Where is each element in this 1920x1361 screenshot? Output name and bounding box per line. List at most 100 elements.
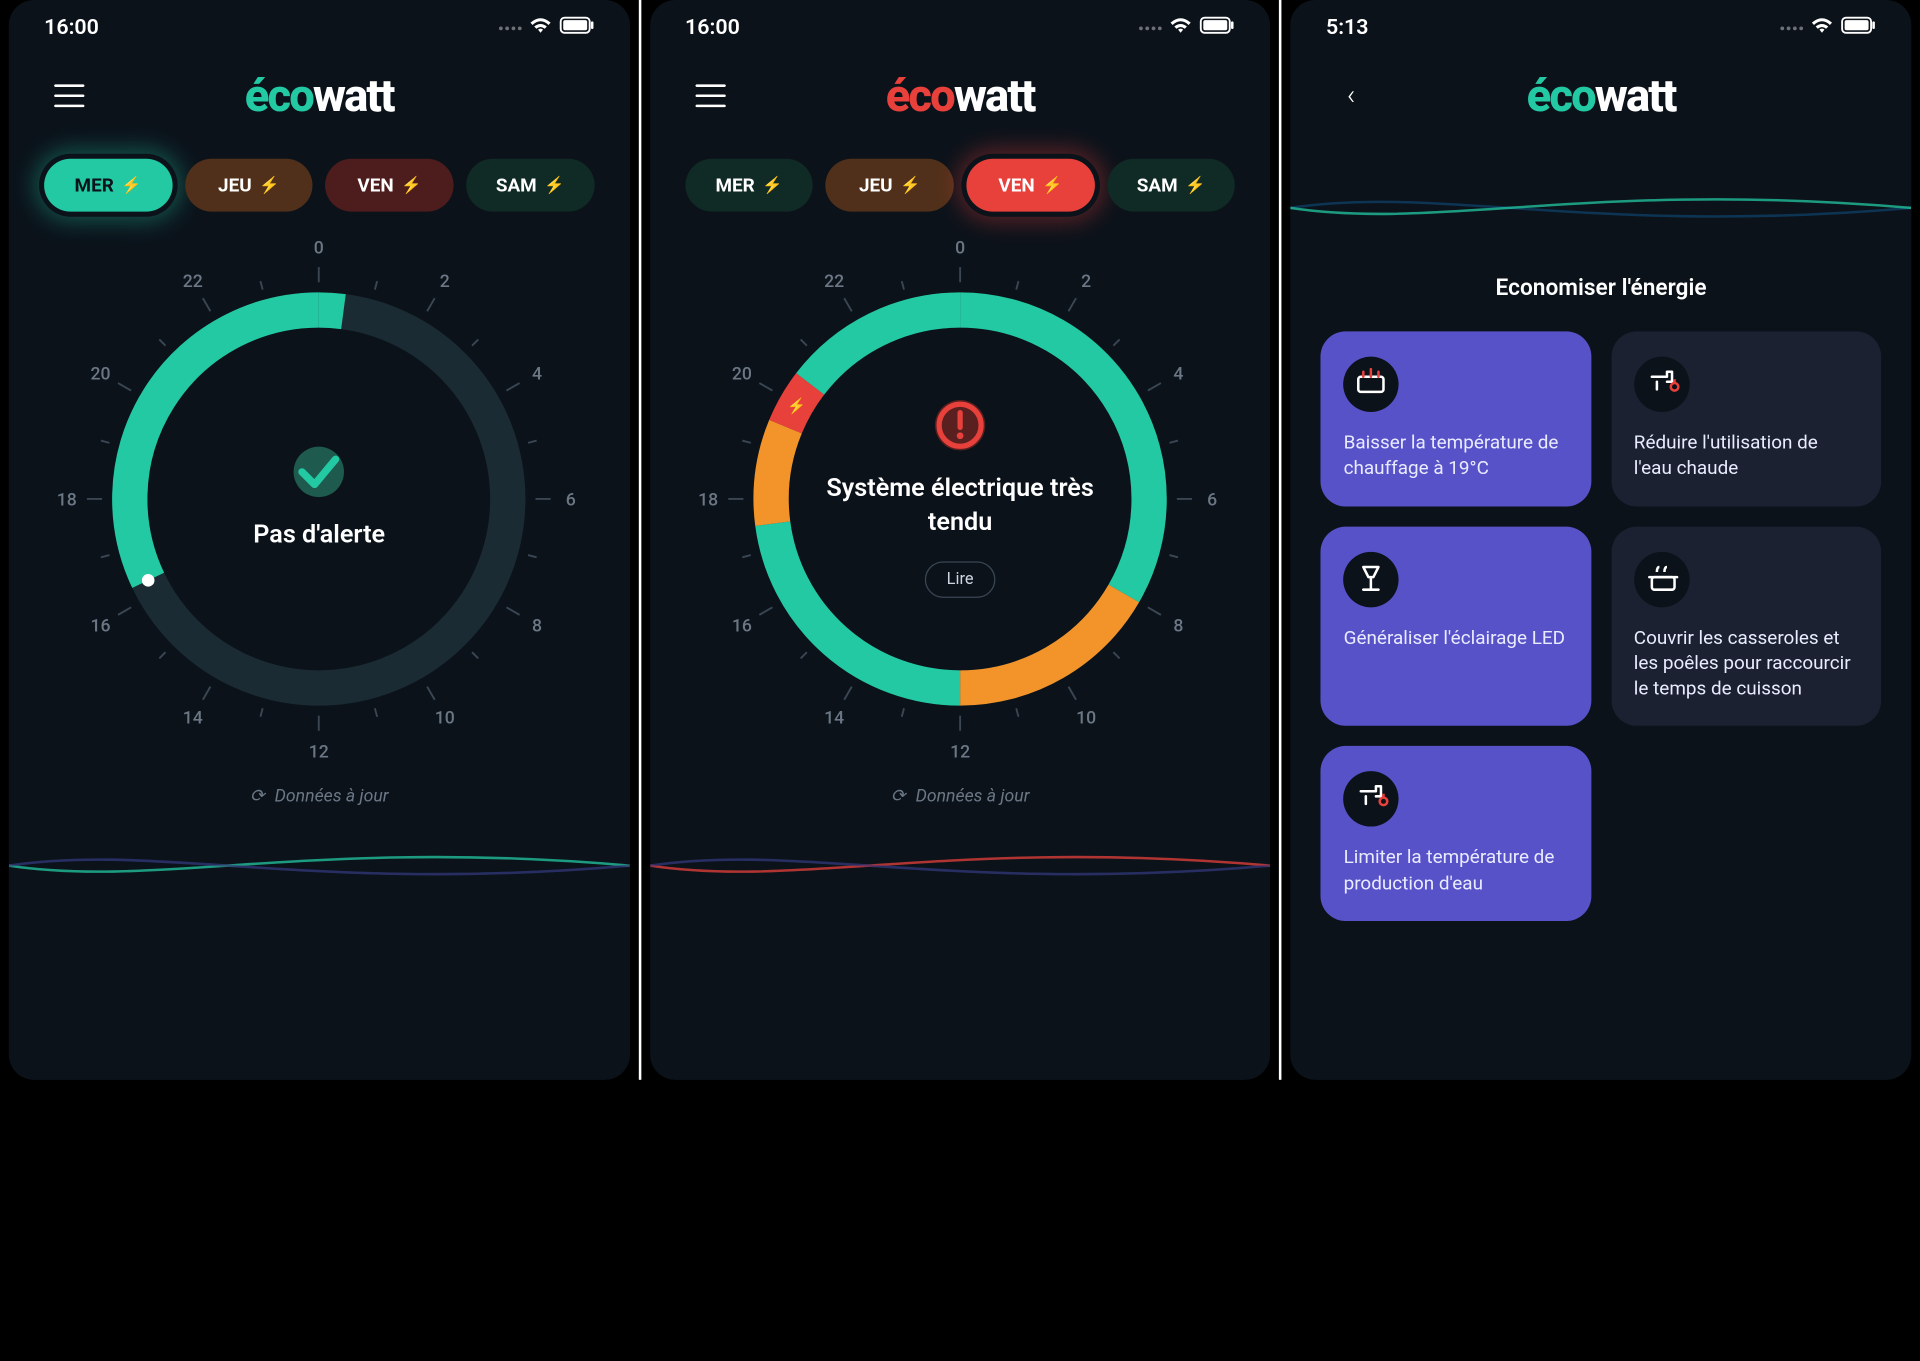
bolt-badge-icon: ⚡: [783, 391, 811, 419]
day-tab-mer[interactable]: MER ⚡: [44, 159, 172, 212]
day-tab-ven[interactable]: VEN ⚡: [966, 159, 1094, 212]
hamburger-icon: [695, 84, 725, 107]
heater-icon: [1344, 357, 1399, 412]
day-tab-label: SAM: [496, 174, 537, 197]
day-tab-label: VEN: [998, 174, 1034, 197]
bolt-icon: ⚡: [900, 176, 920, 195]
svg-text:2: 2: [440, 272, 450, 292]
app-header: écowatt: [650, 55, 1271, 136]
svg-text:14: 14: [183, 708, 203, 728]
svg-text:18: 18: [698, 490, 718, 510]
wave-decoration: [9, 822, 630, 910]
day-tab-jeu[interactable]: JEU ⚡: [185, 159, 313, 212]
svg-text:4: 4: [1173, 364, 1183, 384]
phone-screen-3: 5:13 ‹ écowatt Economiser l'énergie Bais…: [1291, 0, 1912, 1080]
day-tab-label: MER: [715, 174, 754, 197]
svg-text:6: 6: [1207, 490, 1217, 510]
svg-text:10: 10: [435, 708, 455, 728]
cellular-icon: [499, 26, 522, 30]
menu-button[interactable]: [685, 71, 735, 121]
battery-icon: [559, 15, 594, 40]
tip-label: Baisser la température de chauffage à 19…: [1344, 430, 1569, 481]
bolt-icon: ⚡: [401, 176, 421, 195]
chevron-left-icon: ‹: [1347, 80, 1355, 112]
bolt-icon: ⚡: [1185, 176, 1205, 195]
pot-icon: [1634, 551, 1689, 606]
svg-text:18: 18: [57, 490, 77, 510]
svg-text:16: 16: [91, 616, 111, 636]
read-button[interactable]: Lire: [925, 561, 995, 598]
tip-card[interactable]: Baisser la température de chauffage à 19…: [1321, 331, 1591, 506]
cellular-icon: [1139, 26, 1162, 30]
app-header: écowatt: [9, 55, 630, 136]
app-logo: écowatt: [245, 69, 394, 122]
day-tab-label: SAM: [1137, 174, 1178, 197]
app-header: ‹ écowatt: [1291, 55, 1912, 136]
svg-text:14: 14: [824, 708, 844, 728]
bolt-icon: ⚡: [259, 176, 279, 195]
tap-icon: [1634, 357, 1689, 412]
svg-text:20: 20: [732, 364, 752, 384]
day-tab-label: VEN: [357, 174, 393, 197]
status-time: 16:00: [44, 15, 99, 40]
day-tab-sam[interactable]: SAM ⚡: [1107, 159, 1235, 212]
cellular-icon: [1780, 26, 1803, 30]
tap-icon: [1344, 771, 1399, 826]
section-title: Economiser l'énergie: [1291, 275, 1912, 301]
tip-label: Limiter la température de production d'e…: [1344, 845, 1569, 896]
tip-label: Généraliser l'éclairage LED: [1344, 624, 1569, 650]
tips-grid: Baisser la température de chauffage à 19…: [1291, 301, 1912, 951]
svg-text:10: 10: [1076, 708, 1096, 728]
refresh-icon: ⟳: [250, 786, 265, 806]
svg-text:8: 8: [532, 616, 542, 636]
wifi-icon: [1811, 15, 1834, 40]
svg-text:22: 22: [183, 272, 203, 292]
battery-icon: [1841, 15, 1876, 40]
day-tab-mer[interactable]: MER ⚡: [685, 159, 813, 212]
tip-card[interactable]: Réduire l'utilisation de l'eau chaude: [1611, 331, 1881, 506]
data-freshness: ⟳Données à jour: [9, 786, 630, 806]
tip-card[interactable]: Généraliser l'éclairage LED: [1321, 526, 1591, 726]
status-bar: 16:00: [650, 0, 1271, 55]
status-time: 5:13: [1326, 15, 1369, 40]
data-freshness: ⟳Données à jour: [650, 786, 1271, 806]
check-icon: [294, 447, 344, 497]
phone-screen-1: 16:00 écowatt MER ⚡ JEU ⚡ VEN ⚡ SAM ⚡ 0 2…: [9, 0, 630, 1080]
status-bar: 5:13: [1291, 0, 1912, 55]
svg-text:0: 0: [314, 238, 324, 258]
day-tabs: MER ⚡ JEU ⚡ VEN ⚡ SAM ⚡: [650, 136, 1271, 212]
wave-decoration: [1291, 151, 1912, 264]
status-text: Pas d'alerte: [181, 517, 458, 551]
bolt-icon: ⚡: [121, 176, 141, 195]
day-tab-ven[interactable]: VEN ⚡: [326, 159, 454, 212]
tip-card[interactable]: Couvrir les casseroles et les poêles pou…: [1611, 526, 1881, 726]
bolt-icon: ⚡: [1042, 176, 1062, 195]
back-button[interactable]: ‹: [1326, 71, 1376, 121]
refresh-icon: ⟳: [891, 786, 906, 806]
svg-text:20: 20: [91, 364, 111, 384]
app-logo: écowatt: [1527, 69, 1676, 122]
wifi-icon: [529, 15, 552, 40]
alert-icon: [935, 400, 985, 450]
bolt-icon: ⚡: [544, 176, 564, 195]
tip-label: Réduire l'utilisation de l'eau chaude: [1634, 430, 1859, 481]
svg-text:2: 2: [1081, 272, 1091, 292]
menu-button[interactable]: [44, 71, 94, 121]
svg-text:22: 22: [824, 272, 844, 292]
day-tab-label: MER: [75, 174, 114, 197]
day-tab-label: JEU: [218, 174, 252, 197]
svg-text:12: 12: [309, 742, 329, 762]
tip-card[interactable]: Limiter la température de production d'e…: [1321, 746, 1591, 921]
day-tab-jeu[interactable]: JEU ⚡: [826, 159, 954, 212]
svg-text:0: 0: [955, 238, 965, 258]
hourly-dial: 0246810121416182022 ⚡ Système électrique…: [696, 234, 1225, 763]
wave-decoration: [650, 822, 1271, 910]
svg-text:16: 16: [732, 616, 752, 636]
day-tab-sam[interactable]: SAM ⚡: [466, 159, 594, 212]
day-tabs: MER ⚡ JEU ⚡ VEN ⚡ SAM ⚡: [9, 136, 630, 212]
tip-label: Couvrir les casseroles et les poêles pou…: [1634, 624, 1859, 701]
bolt-icon: ⚡: [762, 176, 782, 195]
svg-text:⚡: ⚡: [787, 397, 806, 415]
svg-text:4: 4: [532, 364, 542, 384]
status-bar: 16:00: [9, 0, 630, 55]
